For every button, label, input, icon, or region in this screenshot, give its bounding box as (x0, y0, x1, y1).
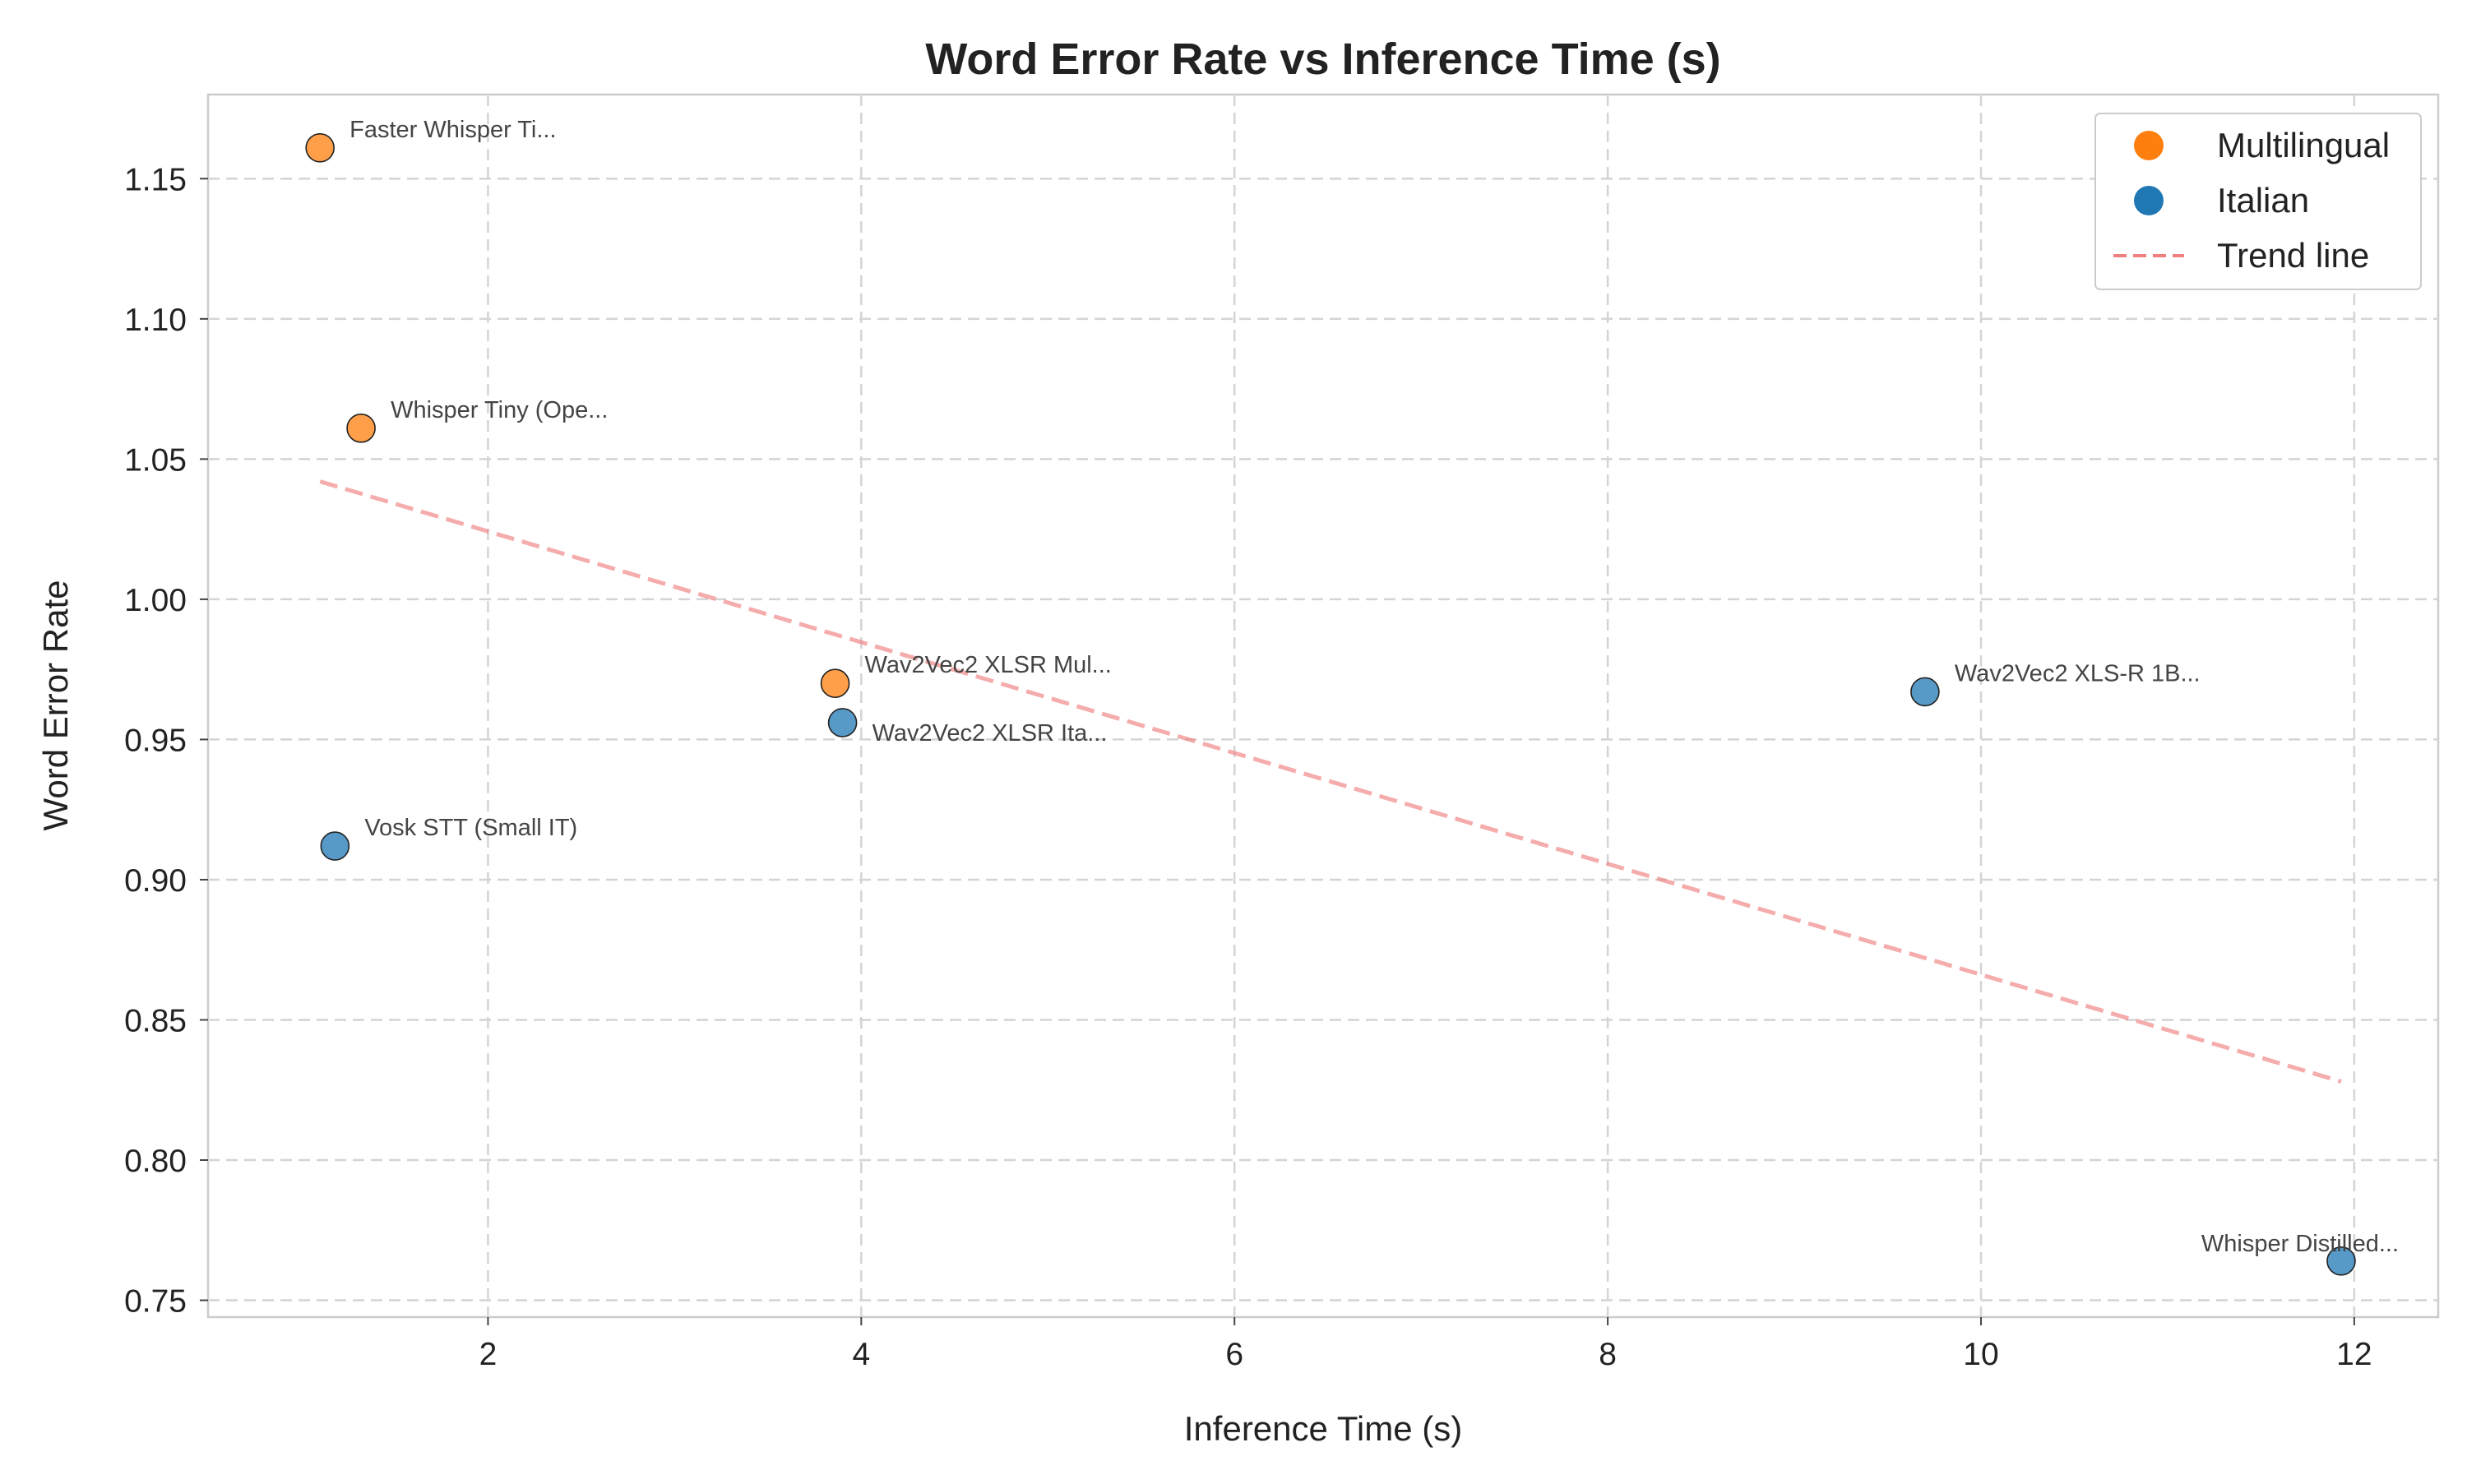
legend-label-trend-line: Trend line (2217, 236, 2369, 275)
data-point-multilingual (822, 669, 849, 697)
chart-title: Word Error Rate vs Inference Time (s) (925, 35, 1720, 84)
point-label: Wav2Vec2 XLSR Ita... (872, 720, 1108, 747)
legend: Multilingual Italian Trend line (2095, 113, 2421, 289)
y-tick-label: 0.95 (124, 723, 187, 758)
y-tick-label: 1.15 (124, 162, 187, 197)
data-point-italian (829, 709, 857, 737)
point-label: Vosk STT (Small IT) (364, 815, 577, 841)
point-label: Whisper Distilled... (2201, 1231, 2399, 1257)
y-tick-label: 0.90 (124, 863, 187, 899)
x-tick-label: 12 (2336, 1337, 2372, 1372)
point-label: Wav2Vec2 XLS-R 1B... (1955, 660, 2201, 687)
legend-marker-multilingual (2134, 131, 2164, 160)
point-label: Whisper Tiny (Ope... (391, 397, 608, 423)
y-tick-label: 1.00 (124, 583, 187, 618)
y-tick-label: 0.75 (124, 1284, 187, 1320)
y-tick-label: 0.80 (124, 1144, 187, 1179)
y-tick-label: 1.10 (124, 303, 187, 338)
point-label: Faster Whisper Ti... (349, 117, 556, 143)
legend-label-italian: Italian (2217, 181, 2309, 220)
data-point-multilingual (347, 414, 375, 442)
y-axis-label: Word Error Rate (36, 580, 75, 831)
data-point-multilingual (306, 134, 334, 162)
x-tick-label: 2 (479, 1337, 498, 1372)
x-tick-label: 4 (852, 1337, 870, 1372)
y-tick-label: 0.85 (124, 1003, 187, 1038)
x-tick-label: 6 (1225, 1337, 1243, 1372)
x-axis-label: Inference Time (s) (1184, 1409, 1462, 1448)
y-tick-label: 1.05 (124, 442, 187, 478)
data-point-italian (1911, 677, 1939, 705)
legend-label-multilingual: Multilingual (2217, 126, 2390, 164)
legend-marker-italian (2134, 186, 2164, 215)
point-label: Wav2Vec2 XLSR Mul... (865, 652, 1112, 678)
x-tick-label: 8 (1599, 1337, 1617, 1372)
x-tick-label: 10 (1963, 1337, 1998, 1372)
data-point-italian (321, 832, 349, 860)
